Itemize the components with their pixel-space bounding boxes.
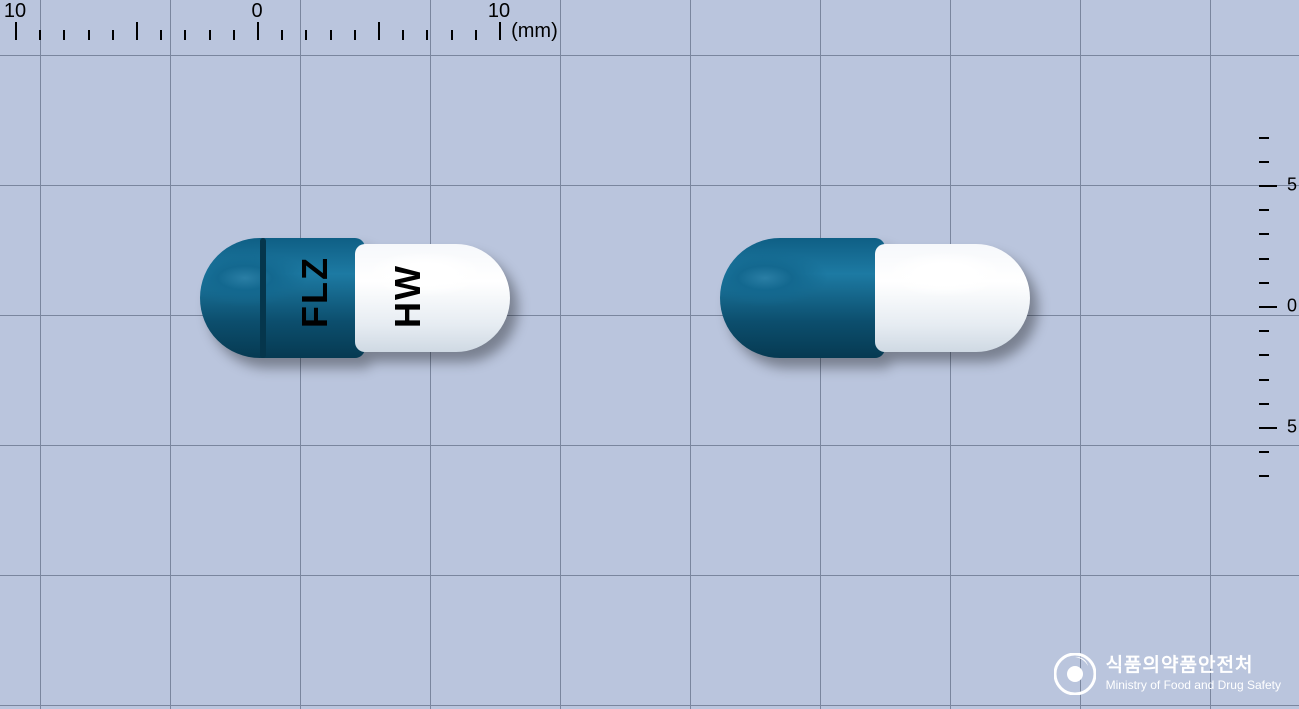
ruler-horizontal: (mm) 10 0 10 xyxy=(0,0,1299,42)
capsule-body-right xyxy=(875,244,1030,352)
ruler-unit-label: (mm) xyxy=(511,20,558,43)
mfds-logo-icon xyxy=(1054,653,1096,695)
ruler-top-label: 10 xyxy=(4,0,26,23)
capsule-imprint-hw: HW xyxy=(387,268,423,328)
capsule-ring xyxy=(260,238,266,358)
agency-name-english: Ministry of Food and Drug Safety xyxy=(1106,678,1281,692)
ruler-top-label: 10 xyxy=(488,0,510,23)
capsule-cap-left xyxy=(200,238,365,358)
background-grid xyxy=(0,0,1299,709)
ruler-right-label: 5 xyxy=(1287,175,1297,196)
agency-name-korean: 식품의약품안전처 xyxy=(1106,655,1281,678)
ruler-right-label: 5 xyxy=(1287,417,1297,438)
ruler-right-label: 0 xyxy=(1287,296,1297,317)
agency-attribution: 식품의약품안전처 Ministry of Food and Drug Safet… xyxy=(1054,653,1281,695)
capsule-1: FLZ HW xyxy=(200,238,510,358)
capsule-2 xyxy=(720,238,1030,358)
capsule-body-right xyxy=(355,244,510,352)
ruler-vertical: 5 0 5 xyxy=(1257,0,1299,709)
capsule-cap-left xyxy=(720,238,885,358)
agency-text: 식품의약품안전처 Ministry of Food and Drug Safet… xyxy=(1106,655,1281,692)
capsule-imprint-flz: FLZ xyxy=(294,268,330,328)
ruler-top-label: 0 xyxy=(251,0,262,23)
